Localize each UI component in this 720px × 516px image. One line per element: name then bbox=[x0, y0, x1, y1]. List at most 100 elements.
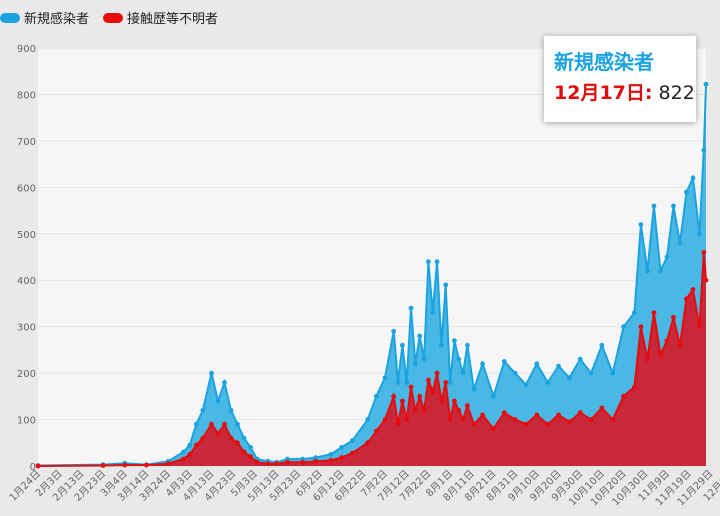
new-cases-point[interactable] bbox=[443, 282, 449, 288]
new-cases-point[interactable] bbox=[382, 375, 388, 381]
new-cases-point[interactable] bbox=[248, 445, 253, 450]
unknown-route-point[interactable] bbox=[588, 417, 594, 422]
unknown-route-point[interactable] bbox=[421, 407, 427, 413]
unknown-route-point[interactable] bbox=[180, 456, 186, 462]
new-cases-point[interactable] bbox=[456, 356, 462, 362]
new-cases-point[interactable] bbox=[439, 342, 444, 348]
new-cases-point[interactable] bbox=[534, 361, 540, 367]
unknown-route-point[interactable] bbox=[523, 421, 529, 427]
new-cases-point[interactable] bbox=[339, 445, 345, 450]
new-cases-point[interactable] bbox=[200, 407, 206, 413]
new-cases-point[interactable] bbox=[577, 356, 583, 362]
unknown-route-point[interactable] bbox=[412, 407, 418, 413]
new-cases-point[interactable] bbox=[187, 442, 193, 448]
new-cases-point[interactable] bbox=[690, 175, 696, 181]
unknown-route-point[interactable] bbox=[512, 417, 518, 422]
unknown-route-point[interactable] bbox=[690, 287, 696, 292]
new-cases-point[interactable] bbox=[465, 342, 470, 348]
new-cases-point[interactable] bbox=[434, 259, 440, 265]
new-cases-point[interactable] bbox=[404, 380, 410, 385]
new-cases-point[interactable] bbox=[350, 438, 355, 443]
new-cases-point[interactable] bbox=[556, 363, 561, 369]
unknown-route-point[interactable] bbox=[222, 421, 227, 427]
new-cases-point[interactable] bbox=[395, 380, 401, 385]
unknown-route-point[interactable] bbox=[434, 370, 440, 376]
unknown-route-point[interactable] bbox=[193, 442, 199, 448]
unknown-route-point[interactable] bbox=[215, 431, 221, 436]
new-cases-point[interactable] bbox=[651, 203, 657, 209]
unknown-route-point[interactable] bbox=[677, 342, 683, 348]
unknown-route-point[interactable] bbox=[621, 393, 626, 399]
new-cases-point[interactable] bbox=[425, 259, 431, 265]
unknown-route-point[interactable] bbox=[443, 380, 449, 385]
unknown-route-point[interactable] bbox=[122, 462, 128, 468]
unknown-route-point[interactable] bbox=[599, 405, 605, 411]
unknown-route-point[interactable] bbox=[632, 384, 637, 390]
new-cases-point[interactable] bbox=[328, 451, 334, 457]
legend-item-unknown-route[interactable]: 接触歴等不明者 bbox=[103, 8, 218, 27]
unknown-route-point[interactable] bbox=[165, 461, 171, 467]
unknown-route-point[interactable] bbox=[471, 421, 477, 427]
unknown-route-point[interactable] bbox=[703, 277, 709, 283]
unknown-route-point[interactable] bbox=[658, 352, 663, 357]
new-cases-point[interactable] bbox=[697, 231, 702, 237]
unknown-route-point[interactable] bbox=[339, 455, 345, 461]
new-cases-point[interactable] bbox=[566, 375, 572, 381]
new-cases-point[interactable] bbox=[452, 338, 457, 343]
new-cases-point[interactable] bbox=[447, 380, 453, 385]
unknown-route-point[interactable] bbox=[638, 324, 644, 330]
unknown-route-point[interactable] bbox=[671, 314, 676, 320]
new-cases-point[interactable] bbox=[664, 254, 670, 260]
unknown-route-point[interactable] bbox=[480, 412, 486, 418]
unknown-route-point[interactable] bbox=[556, 412, 561, 418]
unknown-route-point[interactable] bbox=[300, 459, 305, 465]
unknown-route-point[interactable] bbox=[465, 403, 470, 409]
new-cases-point[interactable] bbox=[228, 407, 234, 413]
new-cases-point[interactable] bbox=[501, 359, 507, 364]
new-cases-point[interactable] bbox=[313, 455, 319, 461]
unknown-route-point[interactable] bbox=[144, 462, 149, 468]
new-cases-point[interactable] bbox=[621, 324, 626, 330]
unknown-route-point[interactable] bbox=[456, 407, 462, 413]
unknown-route-point[interactable] bbox=[209, 421, 214, 427]
unknown-route-point[interactable] bbox=[404, 417, 410, 422]
new-cases-point[interactable] bbox=[471, 386, 477, 392]
unknown-route-point[interactable] bbox=[399, 398, 405, 404]
unknown-route-point[interactable] bbox=[313, 458, 319, 464]
new-cases-point[interactable] bbox=[480, 361, 486, 367]
unknown-route-point[interactable] bbox=[534, 412, 540, 418]
unknown-route-point[interactable] bbox=[491, 426, 496, 432]
unknown-route-point[interactable] bbox=[248, 454, 253, 460]
unknown-route-point[interactable] bbox=[425, 377, 431, 383]
unknown-route-point[interactable] bbox=[452, 398, 457, 404]
new-cases-point[interactable] bbox=[193, 421, 199, 427]
new-cases-point[interactable] bbox=[632, 310, 637, 316]
new-cases-point[interactable] bbox=[638, 222, 644, 227]
unknown-route-point[interactable] bbox=[395, 421, 401, 427]
unknown-route-point[interactable] bbox=[274, 461, 279, 467]
unknown-route-point[interactable] bbox=[430, 389, 436, 395]
new-cases-point[interactable] bbox=[460, 370, 466, 376]
unknown-route-point[interactable] bbox=[417, 393, 423, 399]
unknown-route-point[interactable] bbox=[241, 449, 247, 455]
legend-item-new-cases[interactable]: 新規感染者 bbox=[0, 8, 89, 27]
new-cases-point[interactable] bbox=[373, 393, 379, 399]
unknown-route-point[interactable] bbox=[187, 451, 193, 457]
new-cases-point[interactable] bbox=[671, 203, 676, 209]
new-cases-point[interactable] bbox=[599, 342, 605, 348]
new-cases-point[interactable] bbox=[658, 268, 663, 274]
unknown-route-point[interactable] bbox=[610, 417, 616, 422]
new-cases-point[interactable] bbox=[365, 417, 371, 422]
unknown-route-point[interactable] bbox=[235, 440, 240, 446]
unknown-route-point[interactable] bbox=[439, 398, 444, 404]
new-cases-point[interactable] bbox=[588, 370, 594, 376]
unknown-route-point[interactable] bbox=[501, 410, 507, 415]
new-cases-point[interactable] bbox=[610, 370, 616, 376]
unknown-route-point[interactable] bbox=[684, 296, 689, 302]
new-cases-point[interactable] bbox=[209, 370, 214, 376]
unknown-route-point[interactable] bbox=[460, 417, 466, 422]
unknown-route-point[interactable] bbox=[651, 310, 657, 316]
new-cases-point[interactable] bbox=[180, 449, 186, 455]
new-cases-point[interactable] bbox=[545, 380, 551, 385]
unknown-route-point[interactable] bbox=[350, 450, 355, 456]
